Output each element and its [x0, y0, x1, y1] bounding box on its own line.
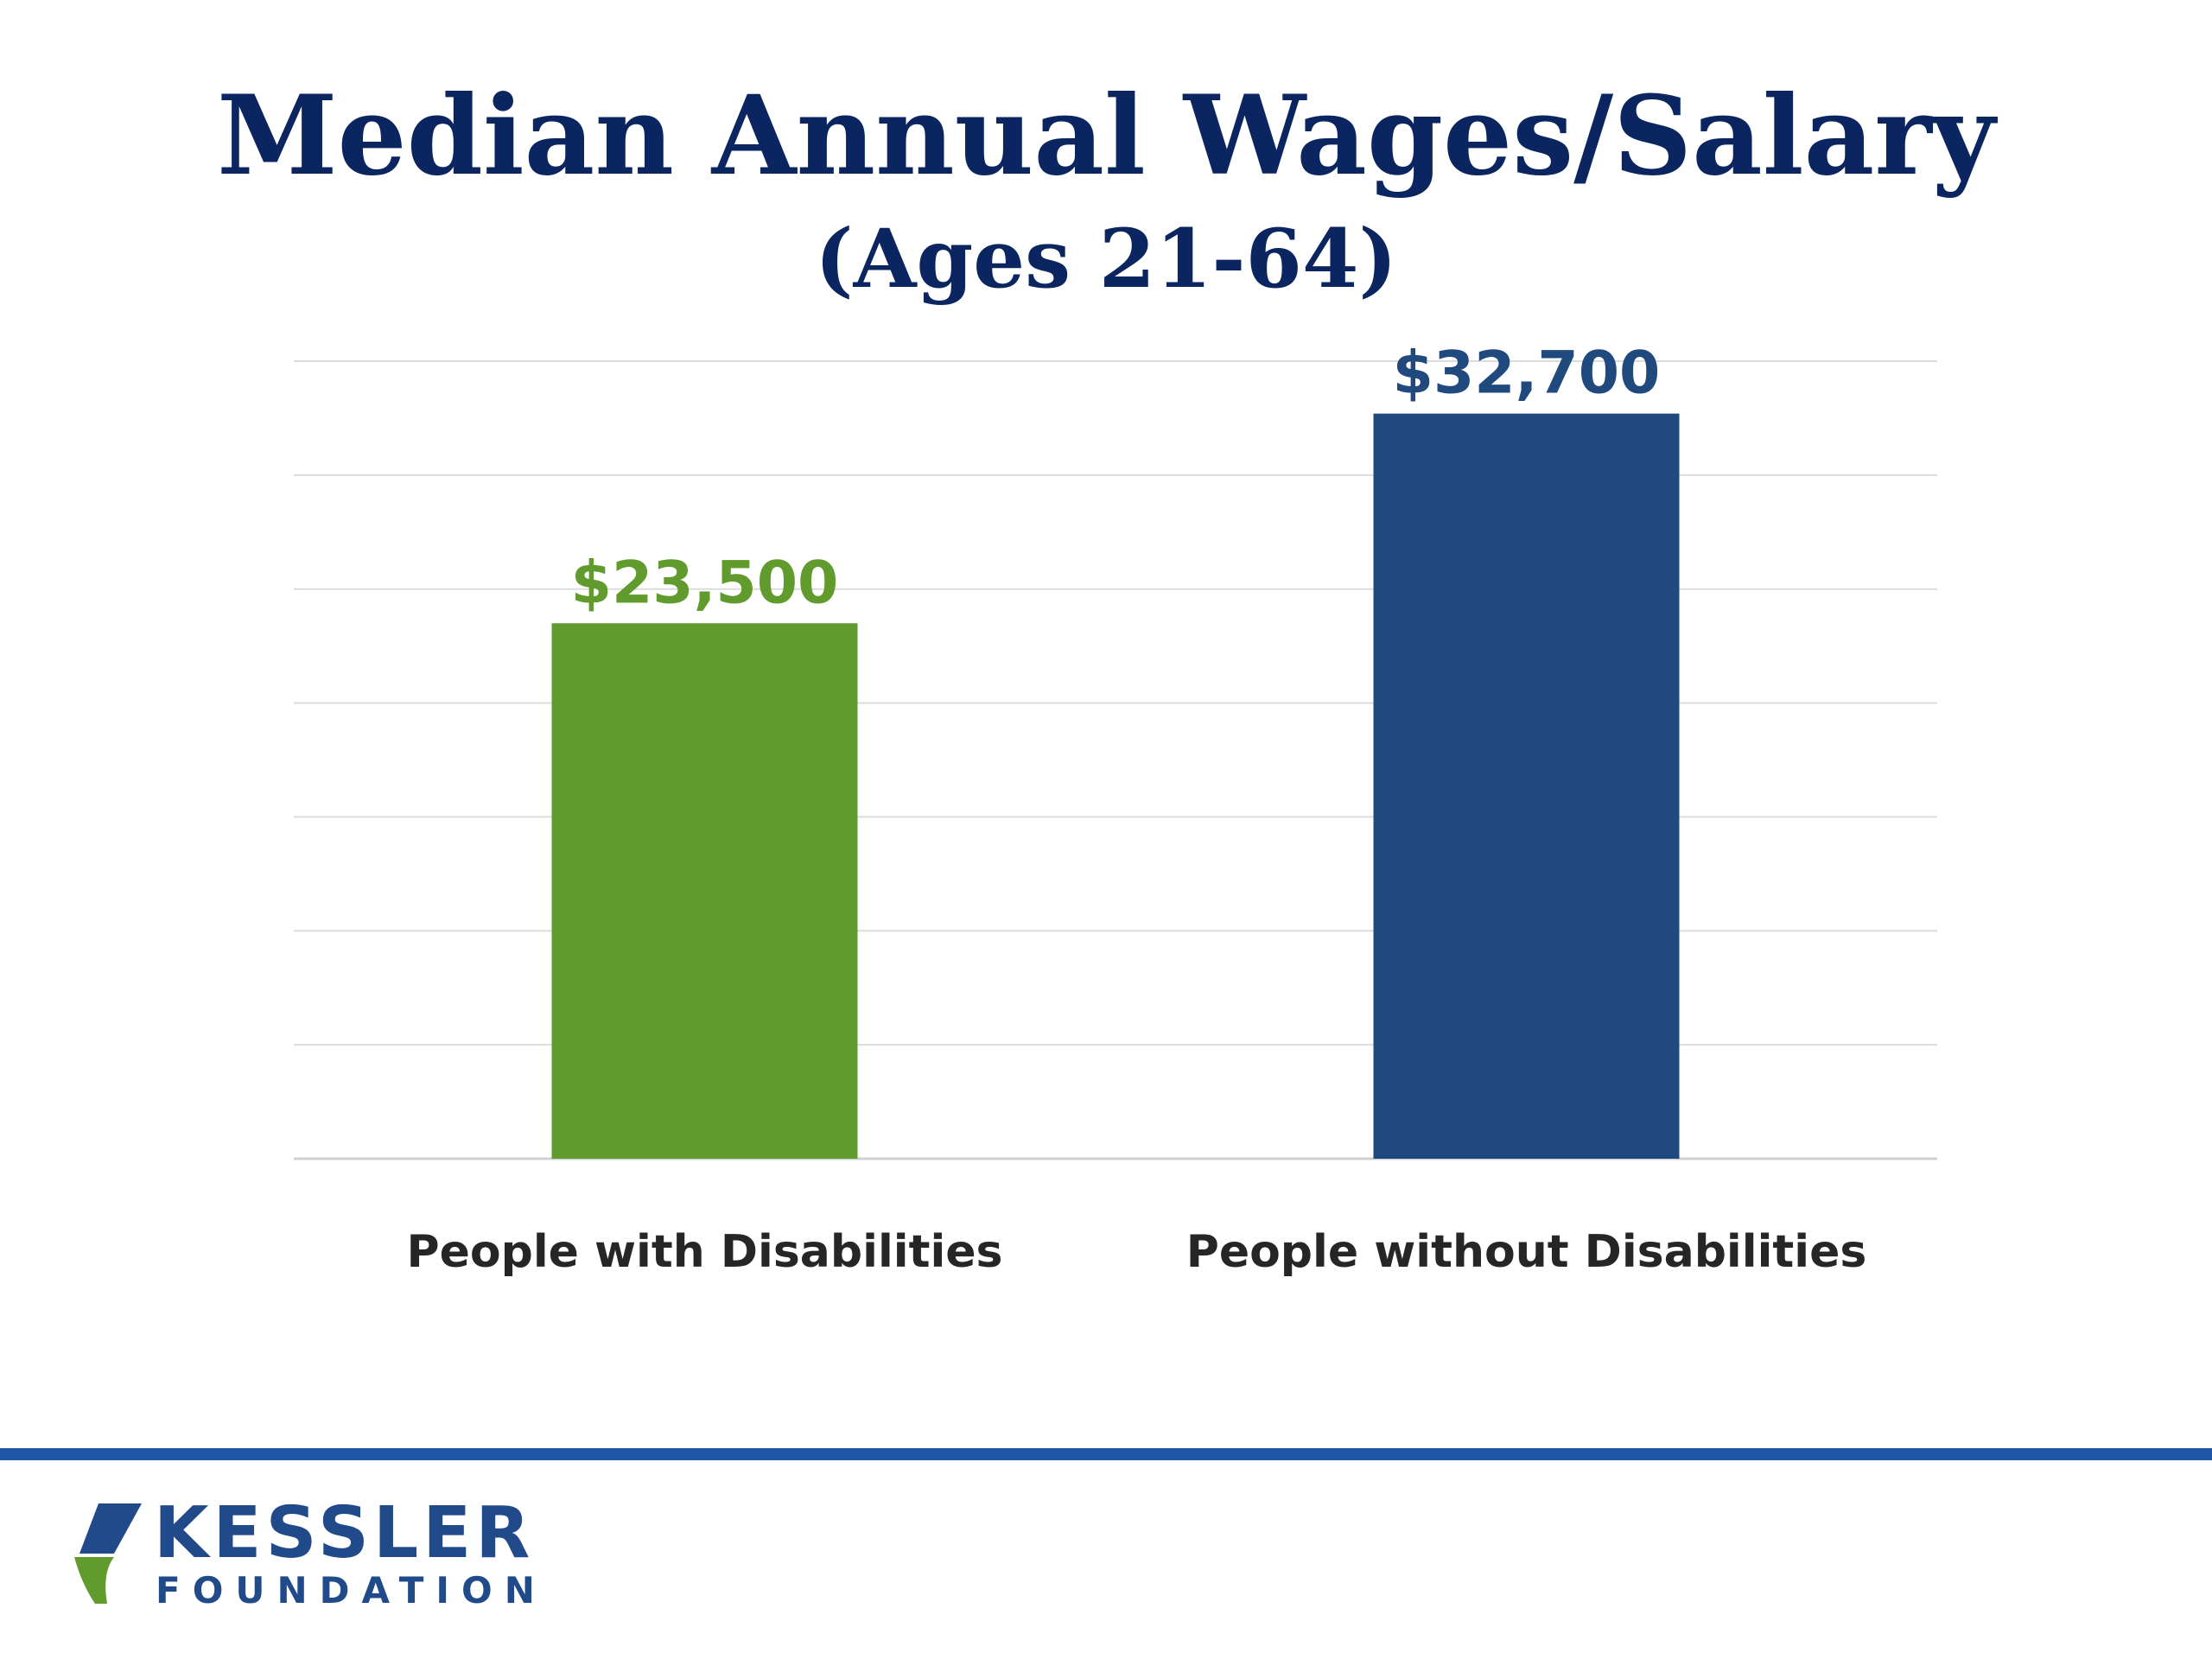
- category-label: People without Disabilities: [1186, 1226, 1867, 1278]
- category-labels: People with Disabilities People without D…: [407, 1226, 1867, 1278]
- chart-subtitle: (Ages 21-64): [815, 212, 1397, 307]
- chart-title: Median Annual Wages/Salary: [217, 72, 1995, 200]
- kessler-foundation-logo: KESSLER FOUNDATION: [73, 1495, 535, 1612]
- category-label: People with Disabilities: [407, 1226, 1003, 1278]
- logo-wordmark-kessler: KESSLER: [154, 1492, 535, 1574]
- bars: [551, 413, 1680, 1159]
- logo-wordmark-foundation: FOUNDATION: [156, 1569, 547, 1611]
- bar-with-disabilities: [551, 623, 858, 1159]
- footer-divider: [0, 1448, 2212, 1460]
- data-label: $32,700: [1393, 340, 1661, 408]
- bar-without-disabilities: [1373, 413, 1680, 1159]
- data-labels: $23,500 $32,700: [571, 340, 1661, 618]
- gridlines: [294, 360, 1937, 1160]
- data-label: $23,500: [571, 549, 839, 617]
- bar-chart: $23,500$32,700 People with Disabilities P…: [294, 340, 1937, 1278]
- kessler-logo-mark-icon: [74, 1503, 142, 1604]
